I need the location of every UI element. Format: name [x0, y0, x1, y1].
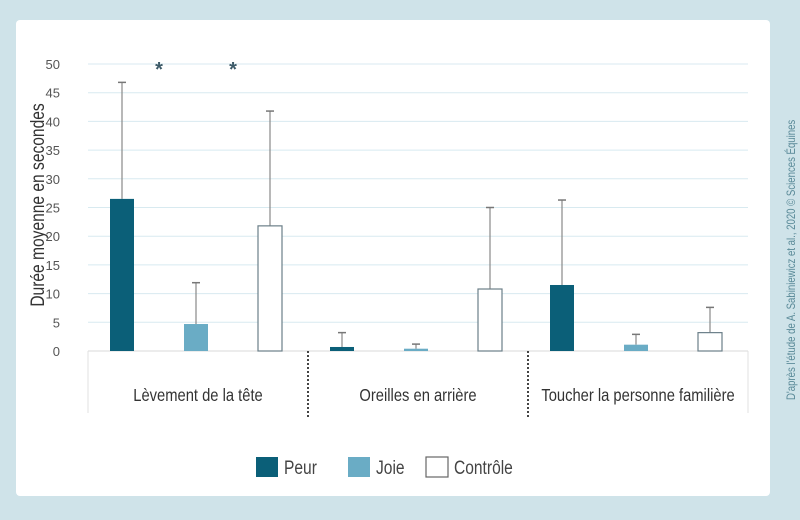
y-tick-label: 35	[46, 143, 60, 158]
bar-joie	[624, 344, 648, 351]
legend-label: Joie	[376, 457, 405, 479]
significance-asterisk: *	[155, 59, 163, 81]
y-tick-label: 40	[46, 114, 60, 129]
legend-label: Contrôle	[454, 457, 513, 479]
y-tick-label: 10	[46, 287, 60, 302]
y-tick-label: 25	[46, 201, 60, 216]
legend-swatch-contrôle	[425, 456, 449, 478]
y-tick-label: 50	[46, 57, 60, 72]
bar-joie	[184, 324, 208, 351]
y-tick-label: 0	[53, 344, 60, 359]
bar-contrôle	[477, 288, 503, 352]
bar-peur	[550, 284, 574, 351]
bar-contrôle	[697, 332, 723, 352]
y-tick-label: 30	[46, 172, 60, 187]
category-label: Lèvement de la tête	[133, 386, 262, 406]
bar-peur	[330, 346, 354, 351]
category-label: Toucher la personne familière	[541, 386, 734, 406]
y-tick-label: 20	[46, 229, 60, 244]
bar-peur	[110, 198, 134, 351]
legend-label: Peur	[284, 457, 317, 479]
legend-swatch-joie	[348, 457, 370, 477]
bar-joie	[404, 348, 428, 351]
bar-contrôle	[257, 225, 283, 352]
y-tick-label: 5	[53, 315, 60, 330]
category-label: Oreilles en arrière	[359, 386, 476, 406]
y-tick-label: 45	[46, 86, 60, 101]
credit-text: D'après l'étude de A. Sabiniewicz et al.…	[784, 119, 798, 400]
significance-asterisk: *	[229, 59, 237, 81]
y-axis-label: Durée moyenne en secondes	[27, 103, 49, 307]
chart-panel: 0 5 10 15 20 25 30 35 40 45 50 Durée moyenne en sec…	[16, 20, 770, 496]
bar-chart: 0 5 10 15 20 25 30 35 40 45 50 Durée moyenne en sec…	[27, 57, 749, 479]
legend-swatch-peur	[256, 457, 278, 477]
y-tick-label: 15	[46, 258, 60, 273]
